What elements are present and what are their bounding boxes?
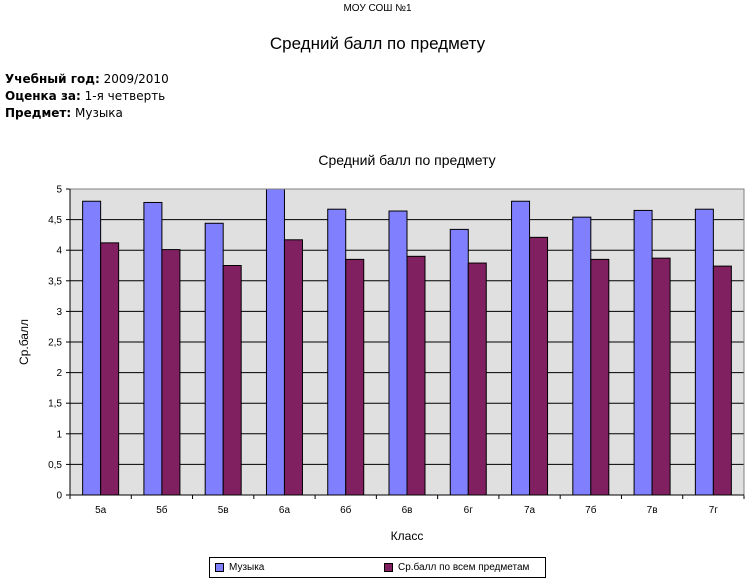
y-tick-label: 1 [56, 429, 62, 440]
bar-average [161, 249, 181, 496]
y-axis-label: Ср.балл [17, 319, 31, 365]
bar-average [406, 255, 426, 496]
x-axis-label: Класс [391, 529, 424, 543]
report-title: Средний балл по предмету [269, 34, 486, 53]
bar-music [511, 200, 531, 496]
x-tick-label: 7г [709, 505, 719, 516]
term-value: 1-я четверть [84, 89, 166, 103]
y-tick-label: 4 [56, 246, 62, 257]
bar-music [694, 208, 714, 496]
bar-music [388, 210, 408, 496]
y-tick-label: 3,5 [48, 276, 62, 287]
legend-item-average: Ср.балл по всем предметам [384, 562, 529, 573]
bar-music [572, 216, 592, 496]
bar-average [100, 242, 120, 496]
legend-label-music: Музыка [229, 562, 265, 573]
x-tick-label: 6в [402, 505, 413, 516]
x-tick-label: 6б [340, 504, 352, 516]
legend-swatch-average [384, 563, 393, 572]
term-row: Оценка за: 1-я четверть [5, 88, 169, 105]
term-label: Оценка за: [5, 89, 81, 103]
bar-average [283, 239, 303, 496]
x-tick-label: 6г [464, 505, 474, 516]
bar-average [712, 265, 732, 496]
bar-music [143, 201, 163, 496]
y-tick-label: 3 [56, 307, 62, 318]
y-tick-label: 0,5 [48, 460, 62, 471]
bar-average [222, 265, 242, 496]
bar-average [651, 257, 671, 496]
bar-music [633, 209, 653, 496]
x-tick-label: 7в [647, 505, 658, 516]
bar-music [82, 200, 102, 496]
subject-row: Предмет: Музыка [5, 105, 169, 122]
bar-music [327, 208, 347, 496]
y-tick-label: 4,5 [48, 215, 62, 226]
y-tick-label: 2,5 [48, 338, 62, 349]
legend-item-music: Музыка [215, 562, 264, 573]
subject-value: Музыка [75, 106, 123, 120]
bar-average [529, 236, 549, 496]
bar-music [449, 228, 469, 496]
bar-average [345, 258, 365, 496]
x-tick-label: 6а [279, 505, 291, 516]
subject-label: Предмет: [5, 106, 72, 120]
chart-title: Средний балл по предмету [318, 152, 495, 168]
school-name: МОУ СОШ №1 [343, 3, 412, 14]
legend-swatch-music [215, 563, 224, 572]
legend-label-average: Ср.балл по всем предметам [398, 562, 530, 573]
bar-music [204, 222, 224, 496]
year-value: 2009/2010 [103, 72, 169, 86]
year-row: Учебный год: 2009/2010 [5, 71, 169, 88]
y-tick-label: 2 [56, 368, 62, 379]
x-tick-label: 7б [585, 504, 597, 516]
x-tick-label: 5б [156, 504, 168, 516]
report-meta: Учебный год: 2009/2010 Оценка за: 1-я че… [5, 71, 169, 122]
y-tick-label: 1,5 [48, 399, 62, 410]
year-label: Учебный год: [5, 72, 100, 86]
bar-average [467, 262, 487, 496]
y-tick-label: 0 [56, 491, 62, 502]
x-tick-label: 5а [95, 505, 107, 516]
chart-legend: Музыка Ср.балл по всем предметам [209, 557, 546, 578]
bar-average [590, 258, 610, 496]
x-tick-label: 7а [524, 505, 536, 516]
y-tick-label: 5 [56, 185, 62, 196]
x-tick-label: 5в [218, 505, 229, 516]
bar-music [265, 188, 285, 496]
